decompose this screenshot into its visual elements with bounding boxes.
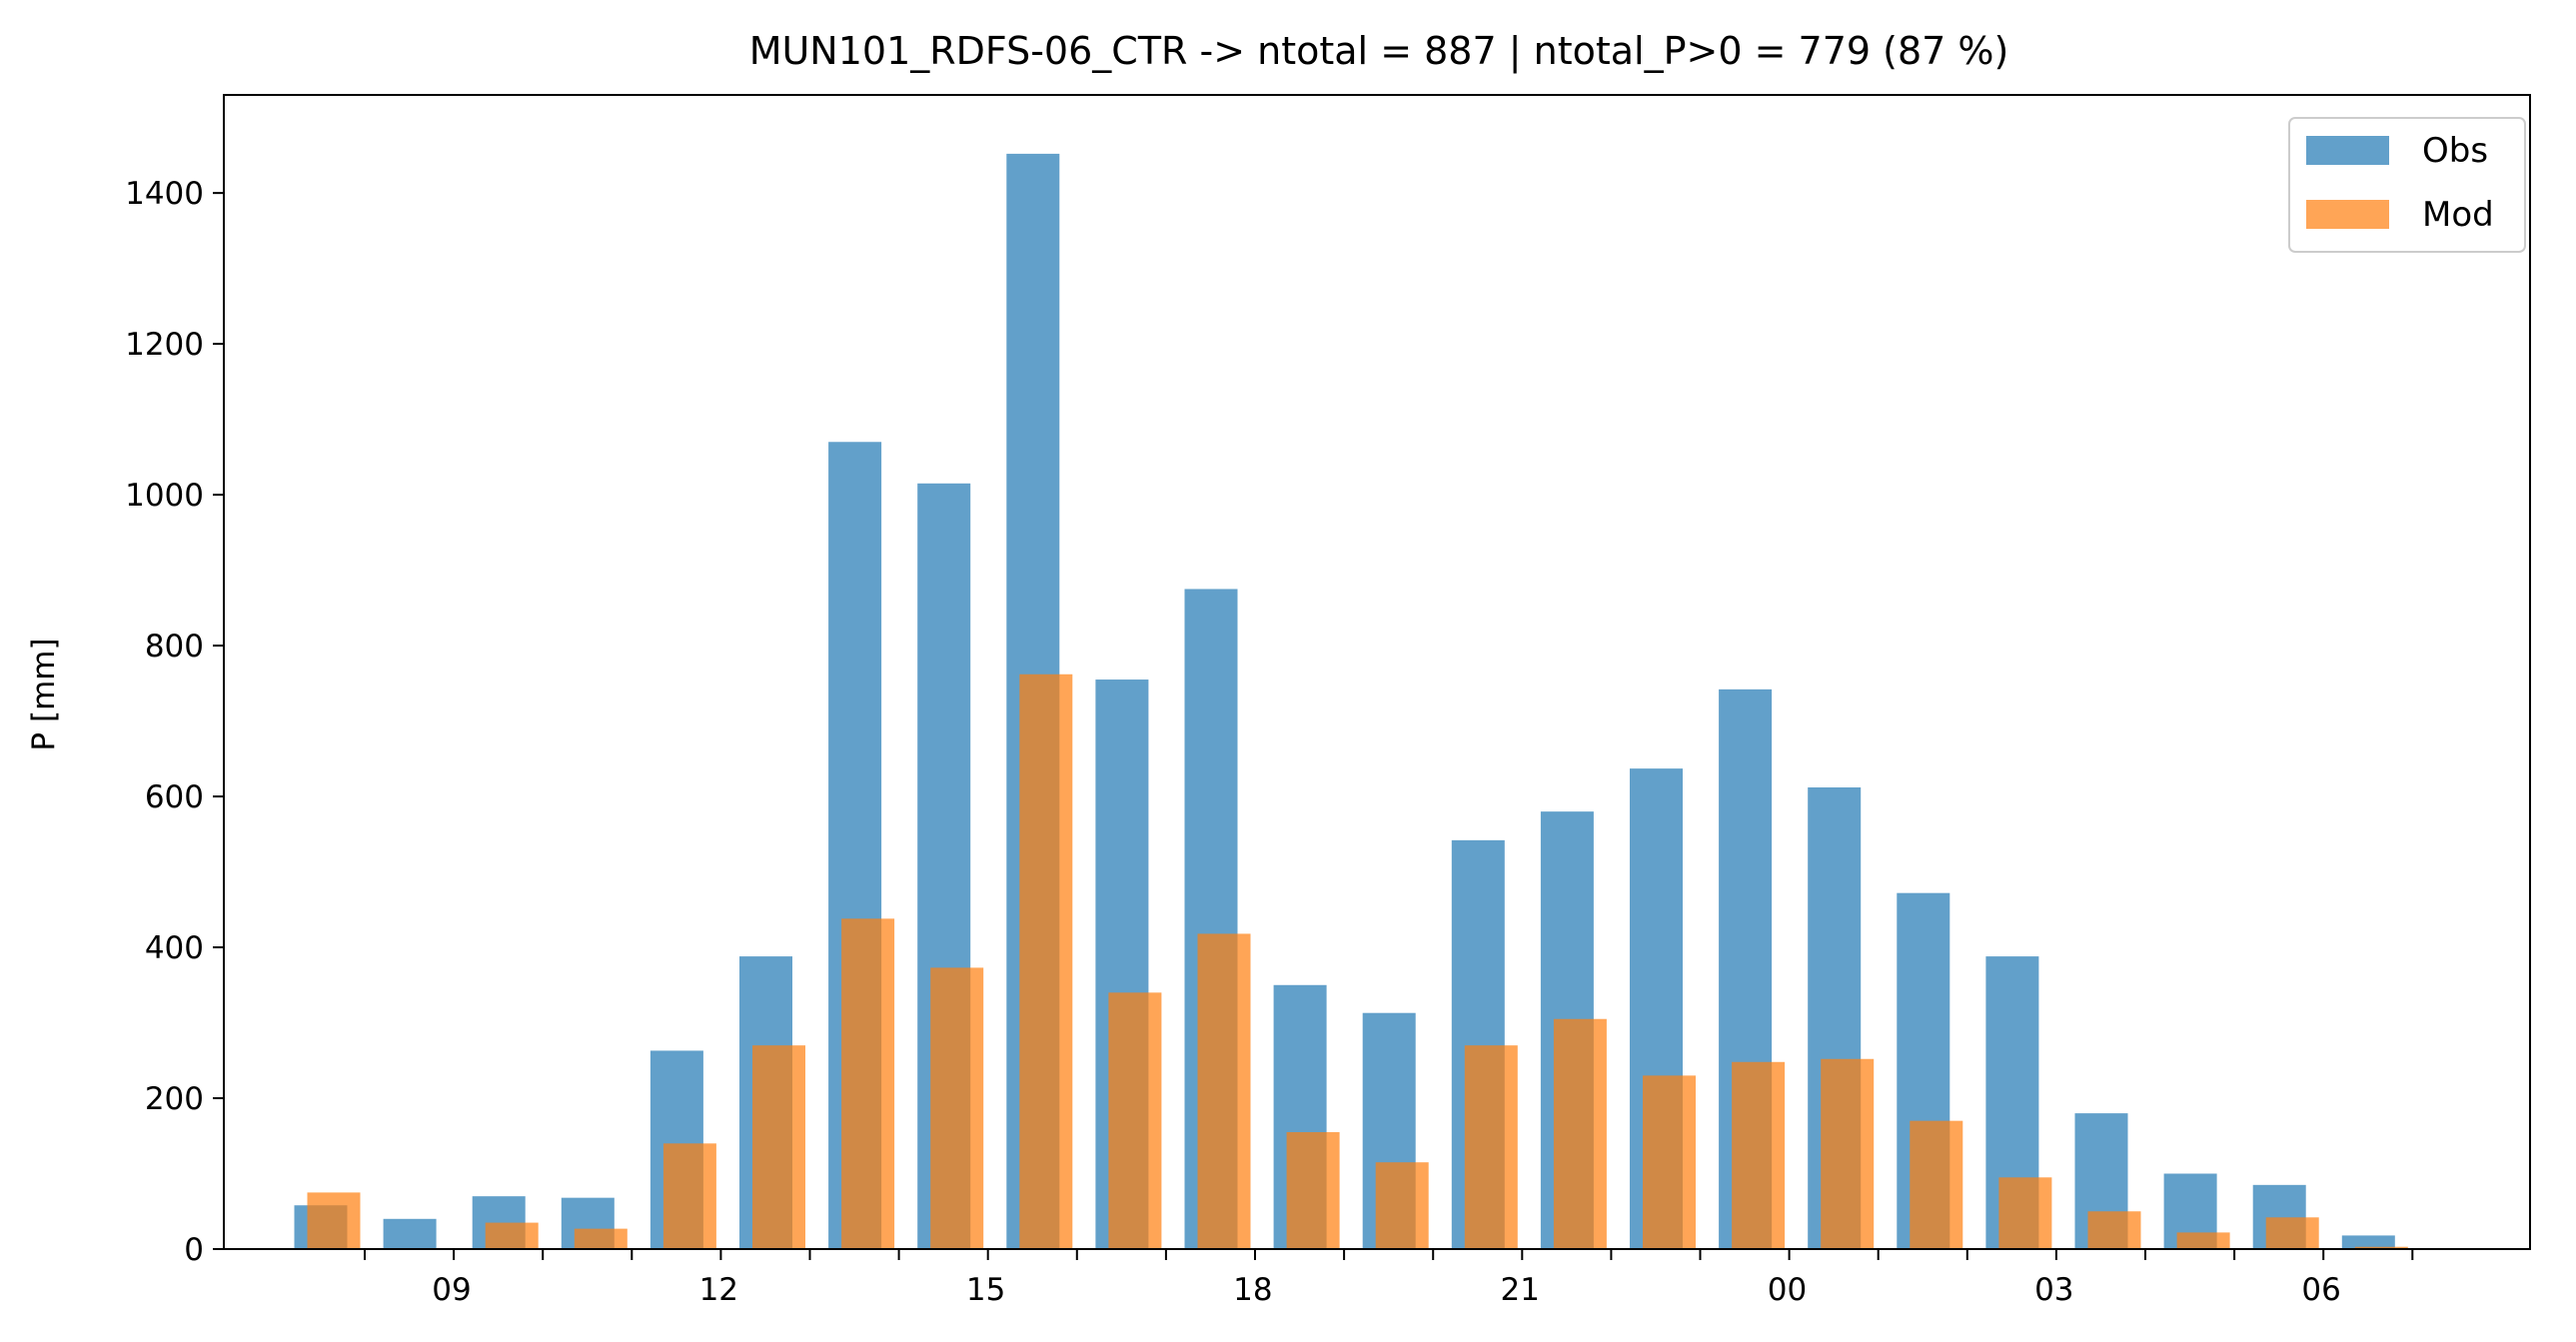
x-tick-label: 09 [432, 1272, 471, 1308]
mod-bar-19 [1998, 1177, 2052, 1249]
plot-frame [223, 94, 2531, 1250]
bars-layer [294, 153, 2408, 1250]
x-tick-label: 00 [1768, 1272, 1807, 1308]
legend-swatch-mod [2306, 200, 2389, 229]
legend-label-mod: Mod [2422, 195, 2494, 235]
y-tick-label: 400 [145, 930, 204, 966]
x-tick-label: 15 [966, 1272, 1005, 1308]
x-tick-label: 21 [1500, 1272, 1539, 1308]
mod-bar-2 [485, 1222, 539, 1249]
x-tick-label: 06 [2301, 1272, 2340, 1308]
y-tick-label: 800 [145, 629, 204, 665]
mod-bar-15 [1643, 1075, 1696, 1249]
mod-bar-3 [574, 1228, 628, 1249]
mod-bar-10 [1197, 933, 1251, 1249]
mod-bar-5 [752, 1045, 805, 1249]
x-tick-label: 18 [1233, 1272, 1272, 1308]
mod-bar-11 [1286, 1131, 1340, 1249]
y-tick-label: 0 [184, 1232, 204, 1268]
mod-bar-22 [2265, 1217, 2319, 1249]
mod-bar-12 [1375, 1162, 1429, 1249]
obs-bar-1 [383, 1218, 437, 1249]
mod-bar-21 [2176, 1232, 2230, 1249]
y-tick-label: 600 [145, 779, 204, 815]
mod-bar-7 [930, 967, 984, 1249]
chart-title: MUN101_RDFS-06_CTR -> ntotal = 887 | nto… [749, 29, 2009, 74]
x-tick-label: 12 [699, 1272, 738, 1308]
legend-label-obs: Obs [2422, 131, 2488, 171]
mod-bar-16 [1732, 1061, 1786, 1249]
mod-bar-14 [1553, 1018, 1607, 1249]
mod-bar-6 [841, 918, 895, 1249]
mod-bar-20 [2087, 1211, 2141, 1249]
y-axis-label: P [mm] [26, 638, 62, 750]
mod-bar-8 [1019, 673, 1073, 1249]
mod-bar-17 [1821, 1058, 1875, 1249]
x-tick-label: 03 [2034, 1272, 2073, 1308]
mod-bar-18 [1910, 1120, 1963, 1249]
mod-bar-4 [662, 1143, 716, 1249]
y-tick-label: 1200 [125, 327, 204, 363]
legend: Obs Mod [2288, 117, 2526, 253]
legend-swatch-obs [2306, 136, 2389, 165]
y-tick-label: 200 [145, 1081, 204, 1117]
mod-bar-9 [1108, 992, 1162, 1249]
mod-bar-23 [2354, 1246, 2408, 1249]
mod-bar-13 [1464, 1045, 1518, 1249]
y-tick-label: 1400 [125, 176, 204, 212]
y-tick-label: 1000 [125, 478, 204, 514]
axes-layer: 0 200 400 600 800 1000 1200 1400 09 12 15 18 21 00 03 0… [125, 94, 2531, 1308]
obs-bar-23 [2341, 1235, 2395, 1249]
mod-bar-0 [307, 1192, 361, 1249]
